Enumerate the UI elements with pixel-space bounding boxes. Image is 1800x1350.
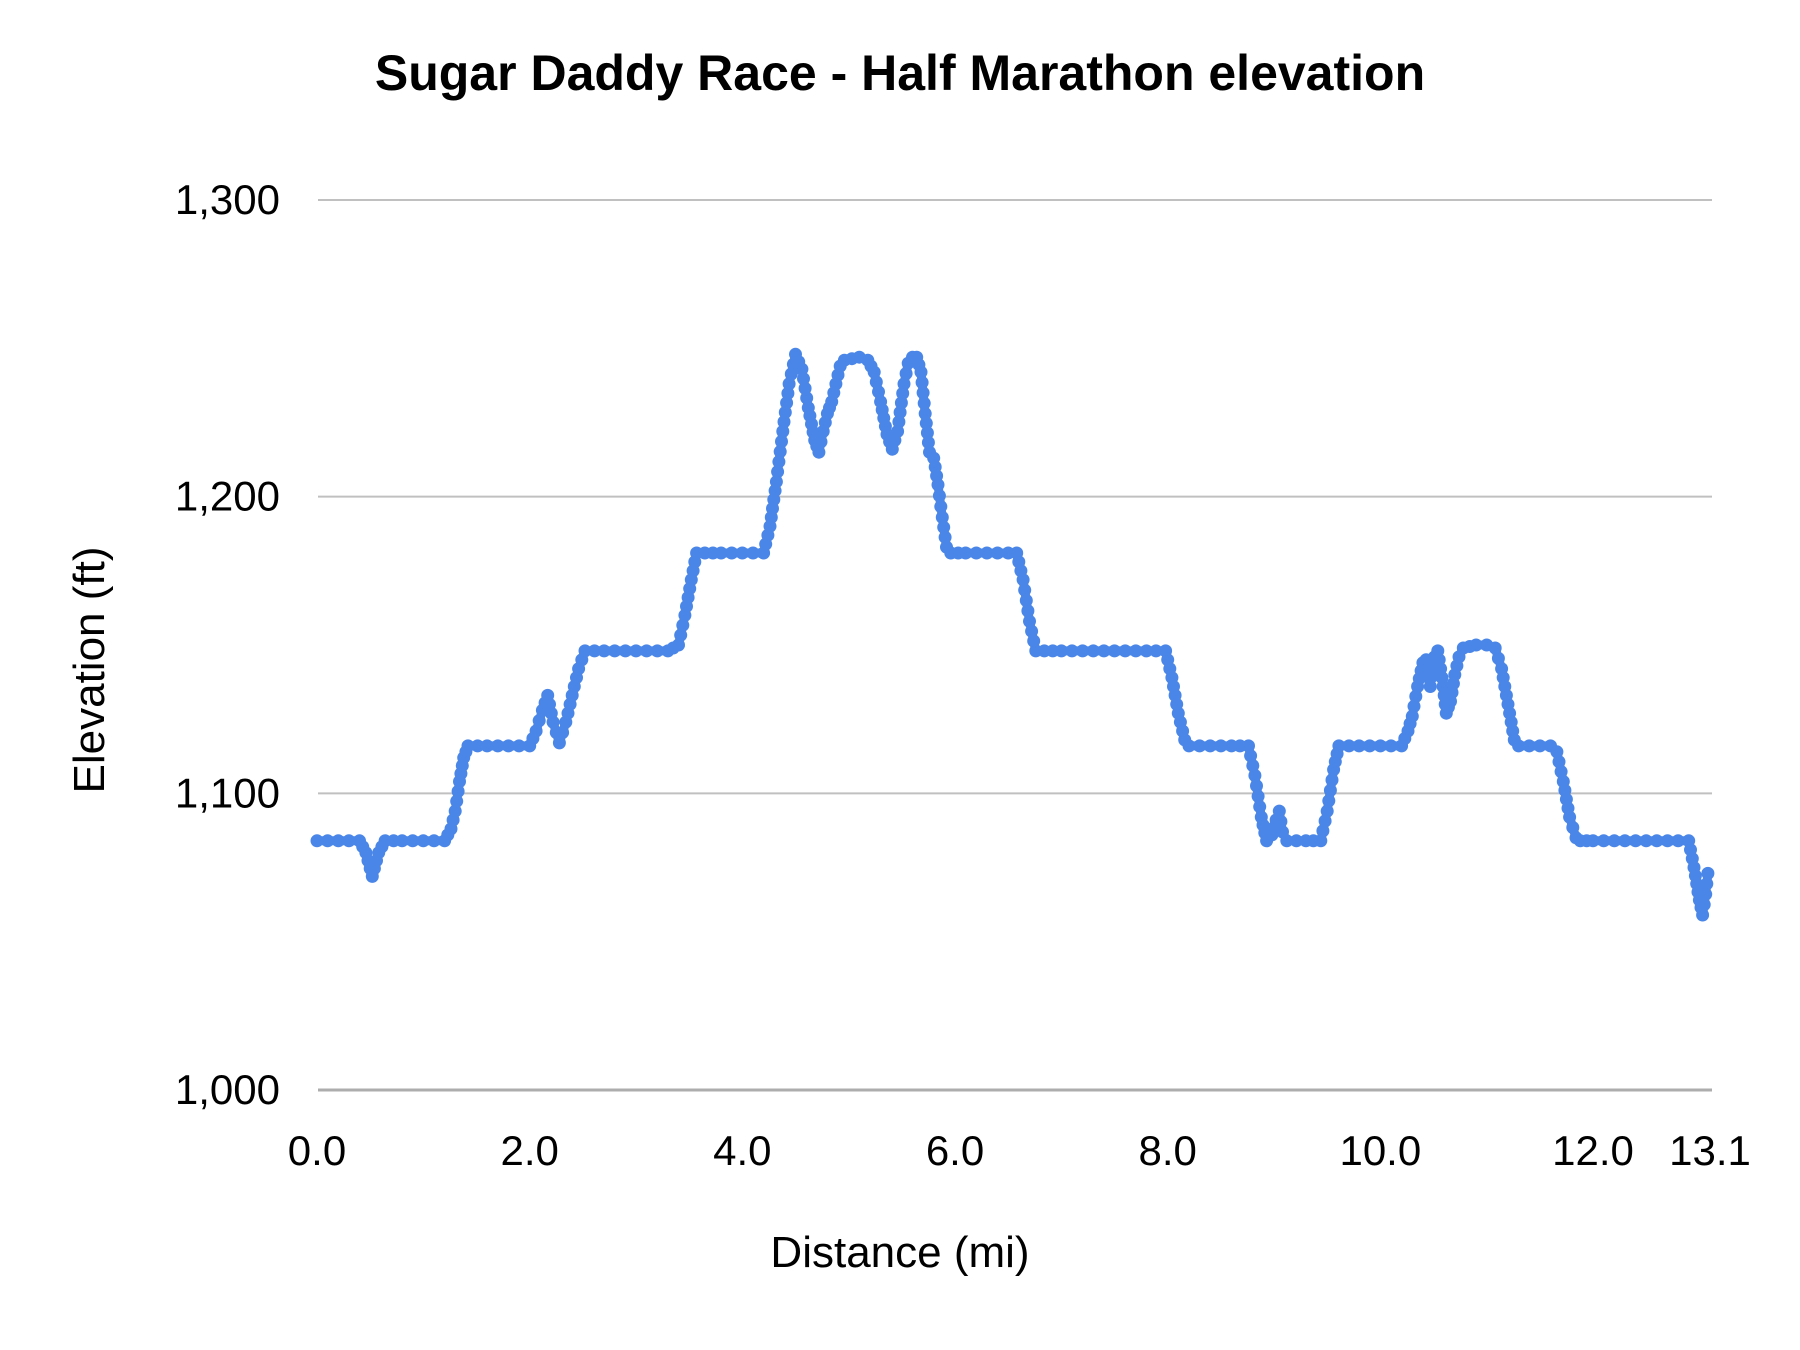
x-tick-label: 8.0 [1138,1127,1196,1174]
x-tick-label: 13.1 [1669,1127,1751,1174]
x-tick-label: 10.0 [1339,1127,1421,1174]
x-tick-label: 6.0 [926,1127,984,1174]
x-tick-label: 12.0 [1552,1127,1634,1174]
x-tick-label: 2.0 [500,1127,558,1174]
y-tick-label: 1,200 [175,473,280,520]
chart-title: Sugar Daddy Race - Half Marathon elevati… [374,45,1426,101]
x-tick-label: 4.0 [713,1127,771,1174]
y-tick-label: 1,100 [175,769,280,816]
y-tick-label: 1,000 [175,1066,280,1113]
x-tick-label: 0.0 [288,1127,346,1174]
elevation-markers [310,347,1715,922]
elevation-line [312,349,1713,920]
y-tick-label: 1,300 [175,176,280,223]
x-axis-title: Distance (mi) [770,1228,1030,1277]
